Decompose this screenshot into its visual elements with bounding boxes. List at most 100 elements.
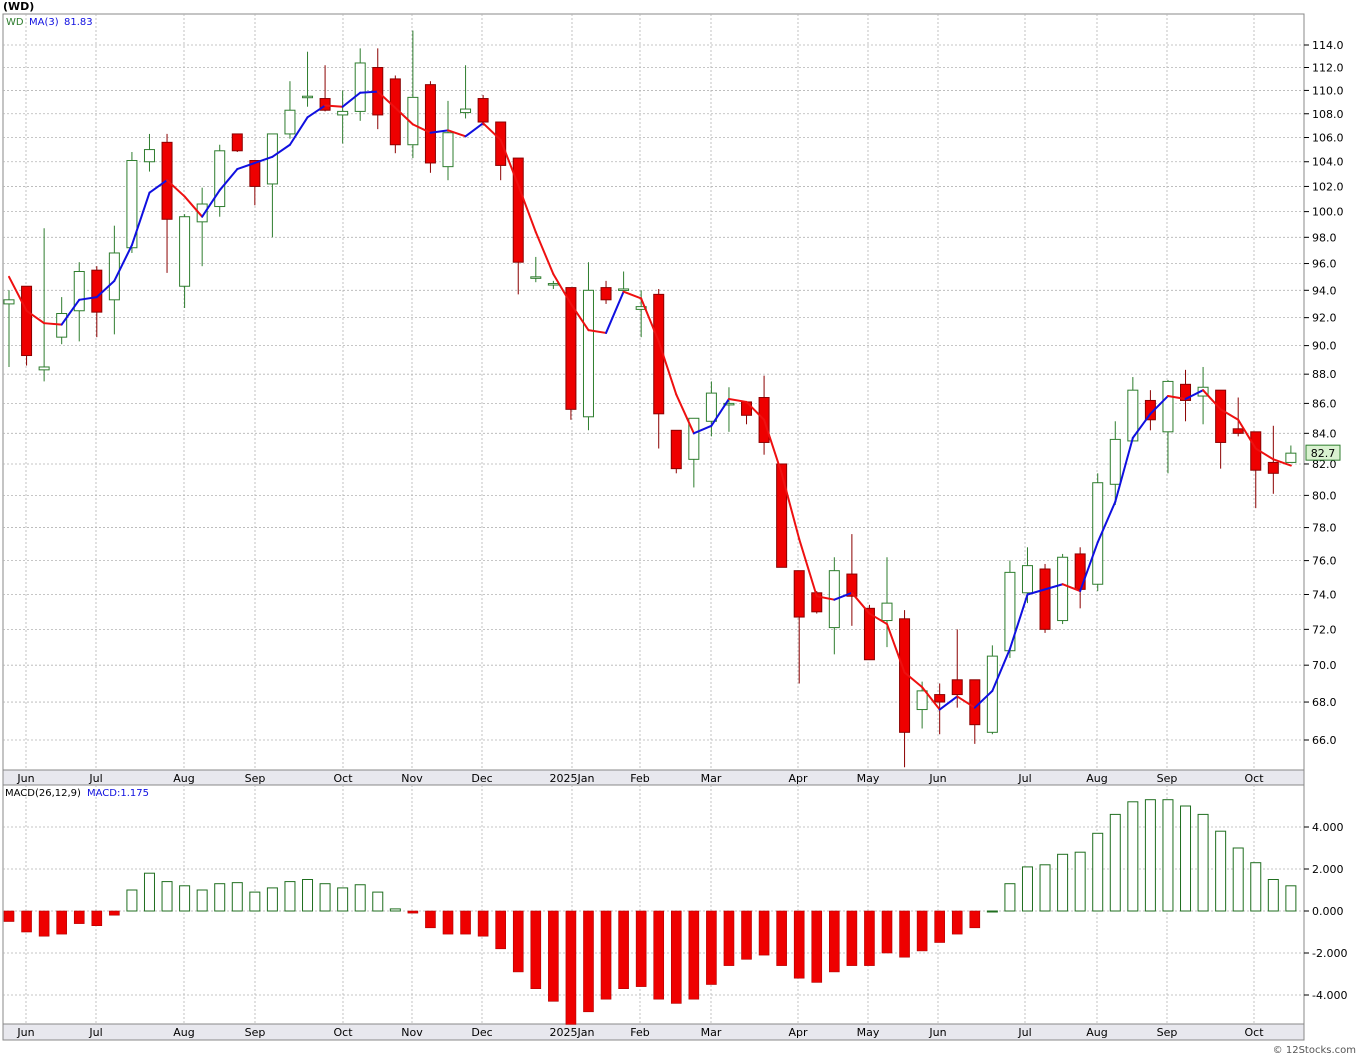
macd-bar-positive [196,889,208,912]
ma3-segment [675,393,695,435]
macd-bar-positive [1057,853,1069,912]
macd-x-label: Jul [1017,1026,1031,1039]
last-price-label: 82.7 [1311,447,1336,460]
price-x-label: Jun [16,772,34,785]
candle-up [179,216,191,287]
ma3-segment [113,244,133,282]
ma3-segment [1026,588,1047,596]
macd-bar-negative [512,910,524,973]
candle-up [705,392,717,422]
macd-bar-negative [776,910,787,966]
ma3-segment [833,591,853,601]
macd-bar-negative [670,910,682,1004]
macd-bar-negative [951,910,963,935]
macd-bar-positive [126,889,138,912]
ma3-segment [78,296,98,301]
macd-bar-positive [986,910,998,913]
macd-bar-positive [354,884,366,912]
price-x-label: May [857,772,880,785]
ma3-segment [1272,458,1292,467]
candle-up [143,149,155,163]
ma3-segment [1237,418,1257,450]
ma3-segment [1202,389,1222,411]
legend-macd-value: MACD:1.175 [87,788,149,799]
ma3-segment [1149,395,1169,415]
credit-text: © 12Stocks.com [1272,1045,1356,1056]
candle-up [1021,565,1033,594]
candle-up [126,160,138,249]
candle-down [565,287,577,410]
candle-down [741,401,753,416]
price-x-label: Aug [173,772,194,785]
price-tick-label: 94.0 [1312,284,1337,297]
ma3-segment [341,91,362,108]
price-x-label: Feb [630,772,649,785]
candle-up [1109,438,1121,485]
ma3-segment [1131,412,1152,439]
legend-symbol: WD [6,17,24,28]
macd-bar-negative [864,910,875,966]
candle-up [354,62,366,112]
macd-bar-positive [1127,801,1139,912]
ma3-segment [850,591,871,615]
ma3-segment [587,329,608,334]
ma3-segment [798,538,818,598]
ma3-segment [1061,583,1082,593]
candle-up [38,366,50,371]
candle-up [1057,556,1069,622]
macd-x-label: Feb [630,1026,649,1039]
price-x-label: Jun [928,772,946,785]
ma3-segment [1184,389,1205,400]
macd-bar-positive [1232,847,1244,912]
macd-bar-positive [372,891,384,912]
ma3-segment [464,122,485,138]
ma3-segment [201,189,221,218]
macd-bar-negative [477,910,489,937]
macd-x-label: May [857,1026,880,1039]
macd-bar-positive [231,882,243,912]
macd-x-axis-band [2,1023,1305,1041]
candle-up [635,306,647,310]
ma3-segment [25,309,46,325]
macd-x-label: Jun [16,1026,34,1039]
ma3-segment [359,90,379,94]
candle-up [688,417,700,460]
legend-ma-name: MA(3) [29,17,59,28]
macd-bar-positive [1285,885,1297,912]
macd-bar-negative [811,910,823,983]
macd-bar-positive [1109,813,1121,912]
candle-down [1215,389,1227,443]
macd-bar-negative [38,910,50,937]
price-x-label: Nov [401,772,423,785]
macd-tick-label: -2.000 [1312,947,1347,960]
price-x-label: Jul [1017,772,1031,785]
macd-x-label: Mar [701,1026,722,1039]
macd-bar-positive [1180,805,1192,912]
macd-bar-negative [635,910,647,987]
price-x-label: Sep [1157,772,1178,785]
macd-x-label: Apr [788,1026,808,1039]
ma3-segment [1254,447,1275,461]
macd-x-label: 2025Jan [550,1026,595,1039]
price-tick-label: 98.0 [1312,231,1337,244]
price-tick-label: 104.0 [1312,156,1344,169]
candle-up [618,288,630,291]
macd-bar-positive [1021,866,1033,912]
candle-down [776,463,788,568]
candle-down [495,121,507,166]
candle-up [530,276,542,279]
legend-macd-name: MACD(26,12,9) [5,788,81,799]
macd-bar-negative [495,910,506,950]
ma3-segment [956,695,976,709]
candle-up [108,252,120,301]
macd-tick-label: 2.000 [1312,863,1344,876]
ma3-segment [411,123,432,134]
ma3-segment [1044,583,1064,591]
macd-bar-positive [284,881,296,912]
macd-bar-negative [846,910,858,966]
price-tick-label: 84.0 [1312,427,1337,440]
ma3-segment [306,104,327,119]
price-tick-label: 110.0 [1312,84,1344,97]
price-x-label: Jul [88,772,102,785]
candle-up [337,110,349,116]
